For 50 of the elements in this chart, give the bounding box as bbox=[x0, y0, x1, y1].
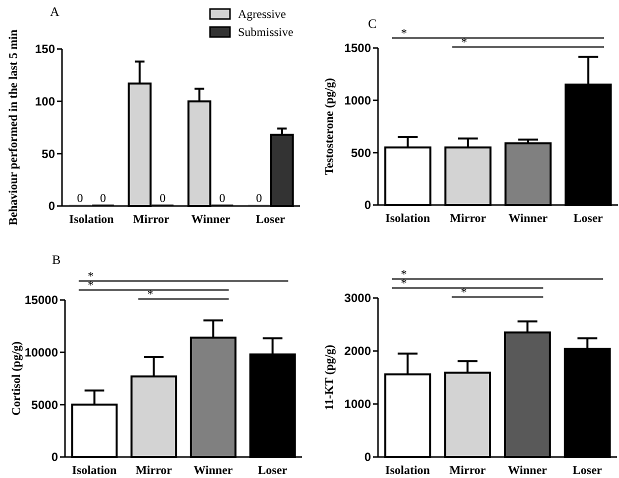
x-tick-label: Isolation bbox=[69, 212, 114, 226]
chart-title: C bbox=[368, 16, 377, 31]
y-tick-label: 0 bbox=[364, 450, 372, 464]
x-tick-label: Loser bbox=[574, 211, 604, 225]
y-axis-title: Testosterone (pg/g) bbox=[322, 78, 336, 175]
data-label: 0 bbox=[100, 191, 106, 205]
annotation: * bbox=[460, 285, 467, 299]
data-label: 0 bbox=[256, 191, 262, 205]
y-tick-label: 150 bbox=[34, 42, 56, 56]
y-tick-label: 0 bbox=[51, 450, 58, 464]
data-label: 0 bbox=[160, 191, 166, 205]
annotation: * bbox=[461, 35, 468, 49]
chart-title: A bbox=[50, 4, 60, 19]
y-tick-label: 0 bbox=[48, 199, 56, 214]
x-tick-label: Winner bbox=[508, 463, 548, 477]
x-tick-label: Mirror bbox=[450, 211, 487, 225]
y-axis-title: Cortisol (pg/g) bbox=[9, 341, 23, 416]
x-tick-label: Winner bbox=[508, 211, 548, 225]
annotation: * bbox=[147, 287, 154, 301]
y-tick-label: 100 bbox=[34, 94, 56, 109]
legend-label: Agressive bbox=[238, 7, 286, 21]
data-label: 0 bbox=[77, 191, 84, 205]
y-tick-label: 1000 bbox=[344, 94, 372, 108]
y-tick-label: 2000 bbox=[344, 344, 372, 358]
y-tick-label: 15000 bbox=[24, 293, 58, 308]
x-tick-label: Loser bbox=[258, 463, 288, 477]
y-tick-label: 3000 bbox=[344, 291, 372, 306]
legend-label: Submissive bbox=[238, 25, 294, 39]
y-tick-label: 10000 bbox=[24, 346, 58, 360]
y-tick-label: 1000 bbox=[344, 397, 372, 412]
chart-title: B bbox=[52, 252, 61, 267]
y-tick-label: 50 bbox=[42, 146, 56, 161]
data-label: 0 bbox=[219, 191, 226, 205]
x-tick-label: Isolation bbox=[72, 463, 118, 477]
y-tick-label: 500 bbox=[350, 146, 372, 160]
x-tick-label: Isolation bbox=[385, 463, 430, 477]
x-tick-label: Loser bbox=[572, 463, 603, 477]
x-tick-label: Winner bbox=[191, 212, 232, 226]
x-tick-label: Mirror bbox=[132, 212, 170, 226]
x-tick-label: Winner bbox=[194, 463, 234, 477]
y-tick-label: 0 bbox=[364, 198, 372, 212]
y-tick-label: 5000 bbox=[31, 398, 58, 412]
y-axis-title: Behaviour performed in the last 5 min bbox=[6, 29, 20, 226]
y-tick-label: 1500 bbox=[344, 41, 372, 56]
x-tick-label: Isolation bbox=[385, 211, 430, 225]
x-tick-label: Mirror bbox=[449, 463, 486, 477]
x-tick-label: Mirror bbox=[136, 463, 173, 477]
text: * bbox=[400, 26, 407, 40]
y-axis-title: 11-KT (pg/g) bbox=[322, 344, 336, 410]
x-tick-label: Loser bbox=[256, 212, 286, 226]
